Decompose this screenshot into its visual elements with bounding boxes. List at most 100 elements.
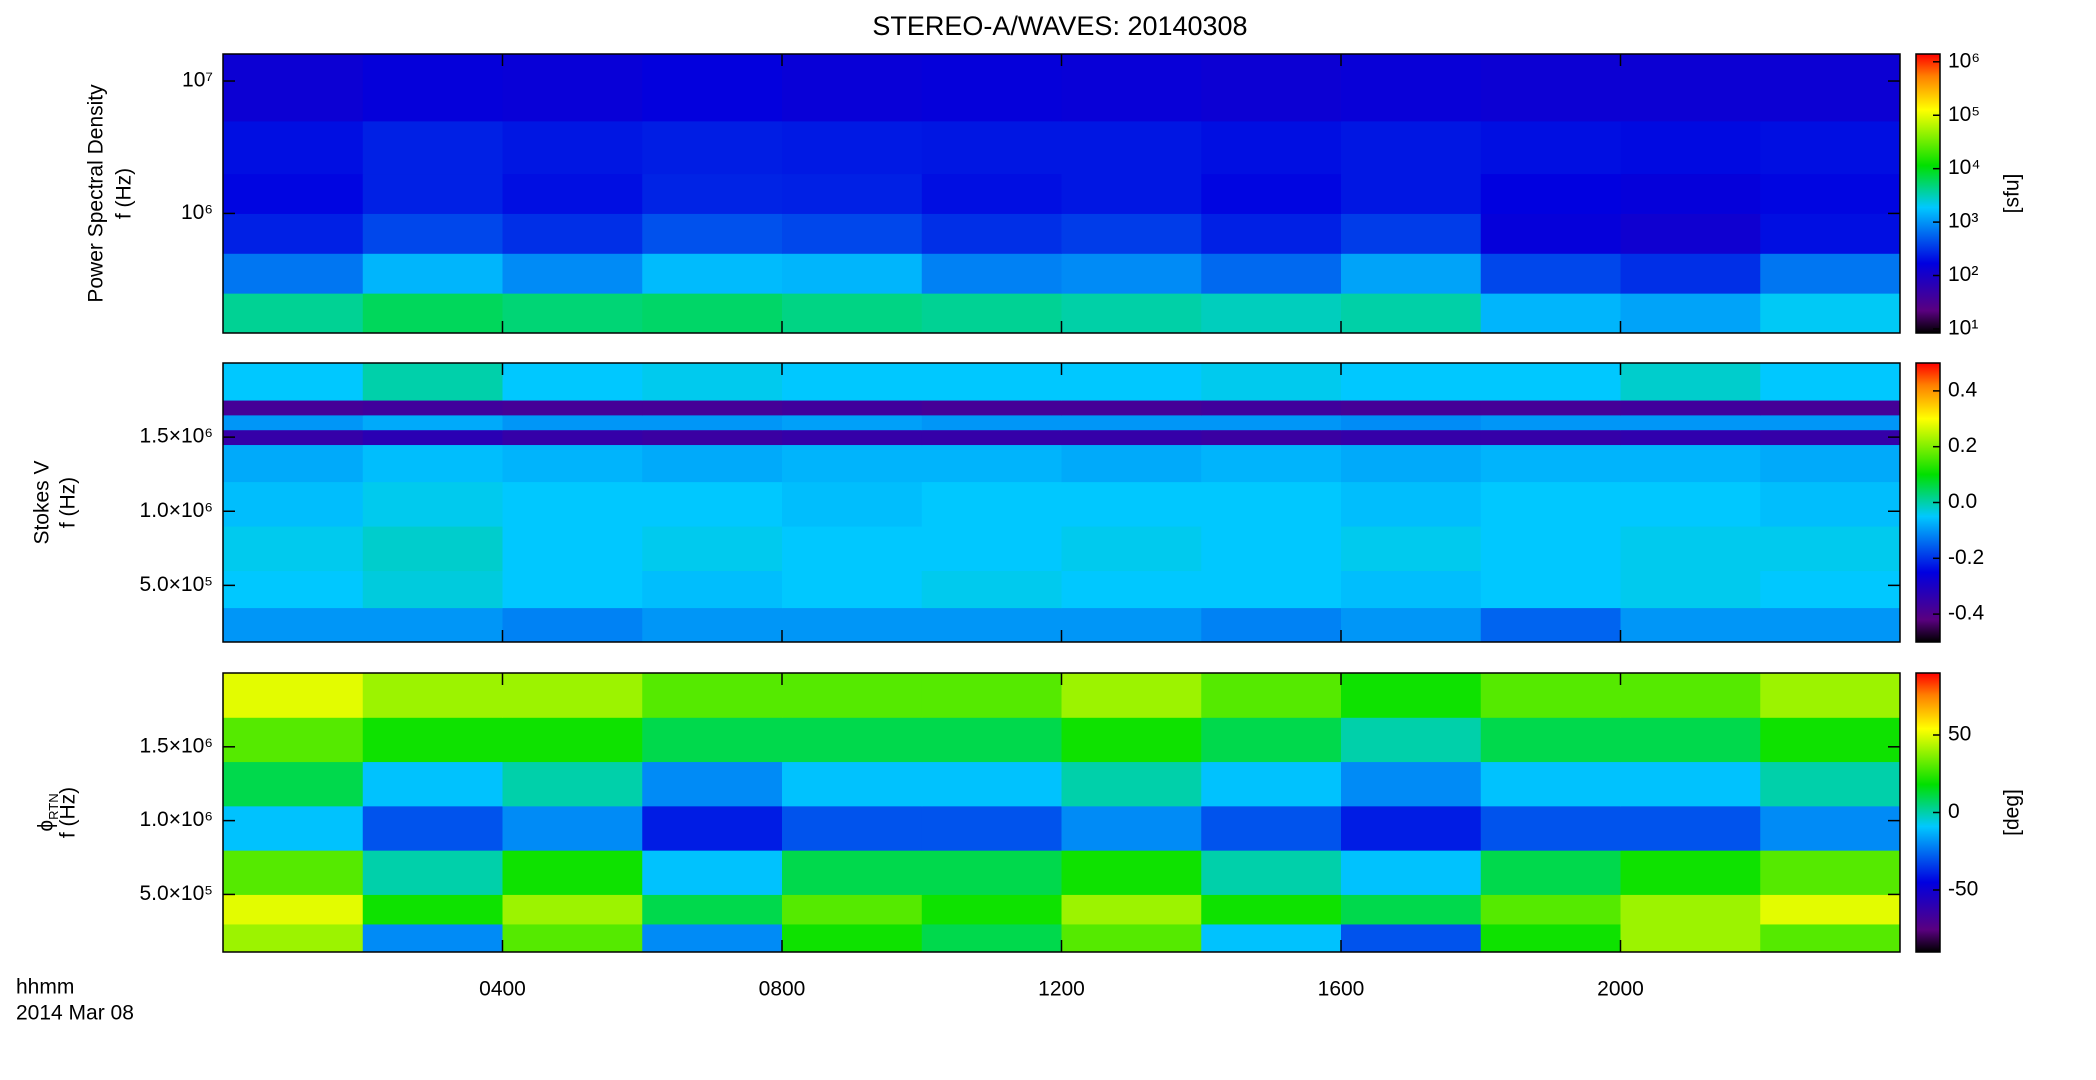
- heatmap-cell: [782, 253, 923, 294]
- heatmap-cell: [502, 400, 643, 416]
- x-tick-label: 0800: [759, 978, 806, 1001]
- heatmap-cell: [362, 429, 503, 446]
- heatmap-cell: [1620, 400, 1761, 416]
- x-tick-label: 1600: [1318, 978, 1365, 1001]
- heatmap-cell: [223, 54, 364, 122]
- heatmap-cell: [1201, 526, 1342, 572]
- heatmap-cell: [1620, 481, 1761, 527]
- colorbar-tick-label: 0: [1948, 800, 1960, 823]
- heatmap-cell: [1760, 400, 1901, 416]
- heatmap-cell: [502, 54, 643, 122]
- heatmap-cell: [1061, 253, 1202, 294]
- colorbar-label: [sfu]: [2001, 174, 2024, 214]
- colorbar-tick-label: -0.4: [1948, 602, 1985, 625]
- heatmap-cell: [1201, 923, 1342, 953]
- heatmap-cell: [223, 293, 364, 334]
- heatmap-cell: [782, 923, 923, 953]
- heatmap-cell: [223, 607, 364, 643]
- heatmap-cell: [1201, 481, 1342, 527]
- heatmap-cell: [782, 414, 923, 431]
- heatmap-cell: [921, 673, 1062, 718]
- heatmap-cell: [1341, 213, 1482, 254]
- heatmap-cell: [642, 120, 783, 175]
- heatmap-cell: [1620, 444, 1761, 483]
- heatmap-cell: [362, 607, 503, 643]
- heatmap-cell: [223, 253, 364, 294]
- heatmap-cell: [1201, 253, 1342, 294]
- heatmap-cell: [1760, 673, 1901, 718]
- heatmap-cell: [1480, 213, 1621, 254]
- colorbar-tick-label: 10³: [1948, 210, 1978, 233]
- heatmap-cell: [1341, 526, 1482, 572]
- heatmap-cell: [1061, 607, 1202, 643]
- heatmap-cell: [1341, 481, 1482, 527]
- heatmap-cell: [223, 213, 364, 254]
- y-axis-label: Stokes V: [31, 460, 54, 544]
- heatmap-cell: [642, 429, 783, 446]
- x-axis-label: 2014 Mar 08: [16, 1002, 134, 1025]
- heatmap-cell: [1480, 717, 1621, 763]
- heatmap-cell: [1480, 850, 1621, 895]
- heatmap-cell: [1760, 444, 1901, 483]
- heatmap-cell: [921, 850, 1062, 895]
- heatmap-cell: [1480, 526, 1621, 572]
- heatmap-cell: [642, 54, 783, 122]
- heatmap-cell: [642, 293, 783, 334]
- colorbar-tick-label: -0.2: [1948, 546, 1984, 569]
- heatmap-cell: [223, 761, 364, 807]
- heatmap-cell: [1480, 429, 1621, 446]
- heatmap-cell: [1480, 444, 1621, 483]
- heatmap-cell: [642, 673, 783, 718]
- heatmap-cell: [1760, 293, 1901, 334]
- heatmap-cell: [1480, 400, 1621, 416]
- heatmap-cell: [782, 400, 923, 416]
- heatmap-cell: [362, 673, 503, 718]
- heatmap-cell: [1341, 54, 1482, 122]
- colorbar-tick-label: 10⁴: [1948, 156, 1980, 179]
- heatmap-cell: [362, 570, 503, 609]
- y-axis-label: f (Hz): [113, 168, 136, 219]
- x-axis-label: hhmm: [16, 976, 74, 999]
- heatmap-cell: [1201, 293, 1342, 334]
- heatmap-cell: [1061, 120, 1202, 175]
- heatmap-cell: [1760, 717, 1901, 763]
- heatmap-cell: [1201, 673, 1342, 718]
- heatmap-cell: [1341, 253, 1482, 294]
- heatmap-cell: [362, 54, 503, 122]
- heatmap-cell: [362, 923, 503, 953]
- heatmap-cell: [1480, 293, 1621, 334]
- heatmap-cell: [1760, 894, 1901, 925]
- heatmap-cell: [782, 173, 923, 214]
- heatmap-cell: [921, 54, 1062, 122]
- heatmap-cell: [502, 717, 643, 763]
- heatmap-cell: [223, 363, 364, 401]
- heatmap-cell: [921, 363, 1062, 401]
- heatmap-cell: [1760, 429, 1901, 446]
- heatmap-cell: [1341, 923, 1482, 953]
- heatmap-cell: [1201, 894, 1342, 925]
- y-axis-label: f (Hz): [57, 477, 80, 528]
- heatmap-cell: [782, 761, 923, 807]
- colorbar-tick-label: 0.2: [1948, 434, 1977, 457]
- heatmap-cell: [642, 526, 783, 572]
- heatmap-cell: [1480, 570, 1621, 609]
- heatmap-cell: [362, 805, 503, 851]
- heatmap-cell: [1480, 363, 1621, 401]
- heatmap-cell: [1341, 444, 1482, 483]
- heatmap-cell: [502, 173, 643, 214]
- heatmap-cell: [921, 213, 1062, 254]
- heatmap-cell: [362, 213, 503, 254]
- heatmap-cell: [1620, 805, 1761, 851]
- heatmap-cell: [782, 570, 923, 609]
- heatmap-cell: [921, 607, 1062, 643]
- heatmap-cell: [502, 120, 643, 175]
- colorbar-tick-label: 10²: [1948, 263, 1978, 286]
- heatmap-cell: [642, 805, 783, 851]
- heatmap-cell: [1061, 673, 1202, 718]
- heatmap-cell: [642, 414, 783, 431]
- y-tick-label: 1.0×10⁶: [140, 499, 213, 522]
- heatmap-cell: [1760, 54, 1901, 122]
- heatmap-cell: [921, 173, 1062, 214]
- heatmap-cell: [642, 363, 783, 401]
- heatmap-cell: [1620, 761, 1761, 807]
